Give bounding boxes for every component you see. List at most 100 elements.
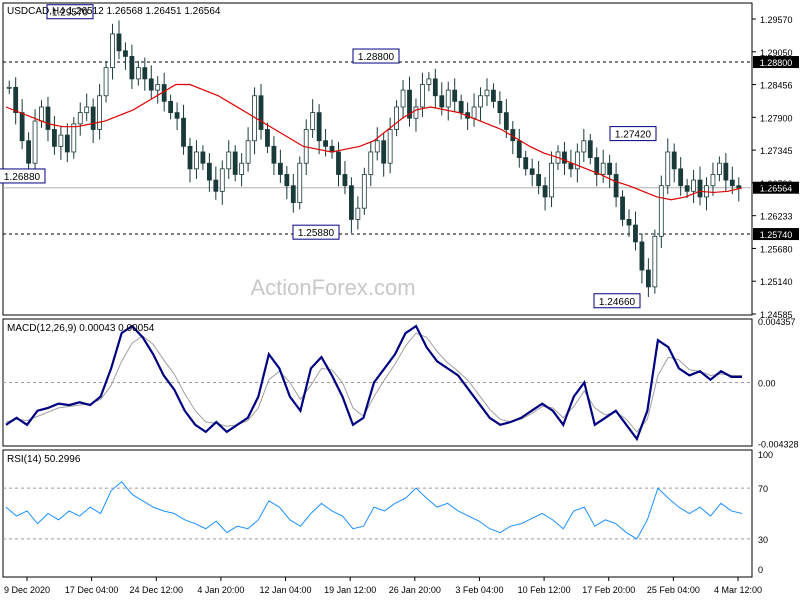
candle-body <box>678 168 684 187</box>
price-level-tag <box>753 56 799 69</box>
candle-body <box>213 179 219 192</box>
candle-body <box>587 140 593 158</box>
candle-body <box>471 106 477 119</box>
candle-body <box>729 179 735 187</box>
price-annotation-box <box>593 293 641 309</box>
x-tick-label: 19 Jan 12:00 <box>324 585 376 595</box>
price-ytick-label: 1.28456 <box>760 81 793 91</box>
candle-body <box>445 89 451 108</box>
candle-body <box>717 162 722 175</box>
candle-body <box>374 140 380 153</box>
rsi-line <box>5 481 743 540</box>
candle-body <box>542 185 548 198</box>
rsi-ytick-label: 100 <box>758 450 773 460</box>
candle-body <box>71 123 77 153</box>
macd-ytick-label: -0.004328 <box>758 440 799 450</box>
price-ytick-label: 1.26790 <box>760 179 793 189</box>
candle-body <box>103 67 109 97</box>
macd-ytick-label: 0.004357 <box>758 317 796 327</box>
candle-body <box>64 134 70 153</box>
candle-body <box>652 235 658 288</box>
candle-body <box>639 241 645 271</box>
candle-body <box>562 151 567 164</box>
candle-body <box>187 145 193 170</box>
candle-body <box>239 162 245 175</box>
x-tick-label: 25 Feb 04:00 <box>647 585 700 595</box>
candle-body <box>394 106 399 130</box>
price-level-tag <box>753 181 799 194</box>
x-tick-label: 4 Jan 20:00 <box>197 585 244 595</box>
x-tick-label: 17 Dec 04:00 <box>65 585 119 595</box>
price-ytick-label: 1.27345 <box>760 146 793 156</box>
candle-body <box>620 196 625 220</box>
watermark: ActionForex.com <box>250 275 415 300</box>
price-level-label: 1.26564 <box>760 184 793 194</box>
candle-body <box>491 89 496 102</box>
candle-body <box>336 151 341 175</box>
candle-body <box>381 140 387 164</box>
candle-body <box>232 151 238 175</box>
candle-body <box>658 185 664 237</box>
candle-body <box>400 89 406 108</box>
candle-body <box>39 106 44 122</box>
candle-body <box>361 174 367 209</box>
candle-body <box>581 140 587 153</box>
candle-body <box>484 89 490 97</box>
candle-body <box>574 151 580 170</box>
candle-body <box>110 33 115 69</box>
price-annotation-box <box>352 48 400 64</box>
candle-body <box>316 112 322 142</box>
candle-body <box>426 78 432 85</box>
macd-ytick-label: 0.00 <box>758 379 776 389</box>
candle-body <box>594 157 600 175</box>
candle-body <box>342 174 348 187</box>
price-ytick-label: 1.25140 <box>760 277 793 287</box>
candle-body <box>355 207 361 220</box>
candle-body <box>710 174 716 187</box>
price-level-tag <box>753 228 799 241</box>
candle-body <box>368 151 374 175</box>
candle-body <box>407 89 412 119</box>
rsi-ytick-label: 0 <box>758 565 763 575</box>
candle-body <box>6 86 12 89</box>
macd-line <box>5 324 742 442</box>
candle-body <box>420 84 425 108</box>
candle-body <box>600 162 606 175</box>
candle-body <box>77 112 83 125</box>
price-ytick-label: 1.25680 <box>760 244 793 254</box>
candle-body <box>497 100 503 114</box>
candle-body <box>633 224 638 243</box>
price-ytick-label: 1.26233 <box>760 212 793 222</box>
candle-body <box>310 112 316 130</box>
candle-body <box>245 140 251 164</box>
candle-body <box>123 50 128 57</box>
candle-body <box>478 95 483 108</box>
price-ytick-label: 1.29570 <box>760 15 793 25</box>
candle-body <box>226 151 232 170</box>
candle-body <box>258 95 264 130</box>
candle-body <box>219 168 225 192</box>
candle-body <box>116 33 122 52</box>
candle-body <box>684 185 690 192</box>
candle-body <box>206 162 212 181</box>
price-annotation-label: 1.27420 <box>615 130 652 141</box>
price-annotation-box <box>609 126 657 142</box>
candle-body <box>32 120 38 164</box>
candle-body <box>290 185 296 203</box>
candle-body <box>271 145 277 164</box>
candle-body <box>265 129 270 147</box>
candle-body <box>626 219 632 226</box>
x-tick-label: 9 Dec 2020 <box>4 585 50 595</box>
candle-body <box>523 157 529 170</box>
candle-body <box>97 95 103 130</box>
price-ytick-label: 1.24585 <box>760 310 793 320</box>
price-annotation-label: 1.29570 <box>52 8 89 19</box>
price-level-label: 1.28800 <box>760 58 793 68</box>
candle-body <box>503 112 509 130</box>
x-tick-label: 10 Feb 12:00 <box>518 585 571 595</box>
price-ytick-label: 1.29050 <box>760 48 793 58</box>
candle-body <box>19 112 25 142</box>
candle-body <box>387 129 393 164</box>
candle-body <box>568 162 574 170</box>
